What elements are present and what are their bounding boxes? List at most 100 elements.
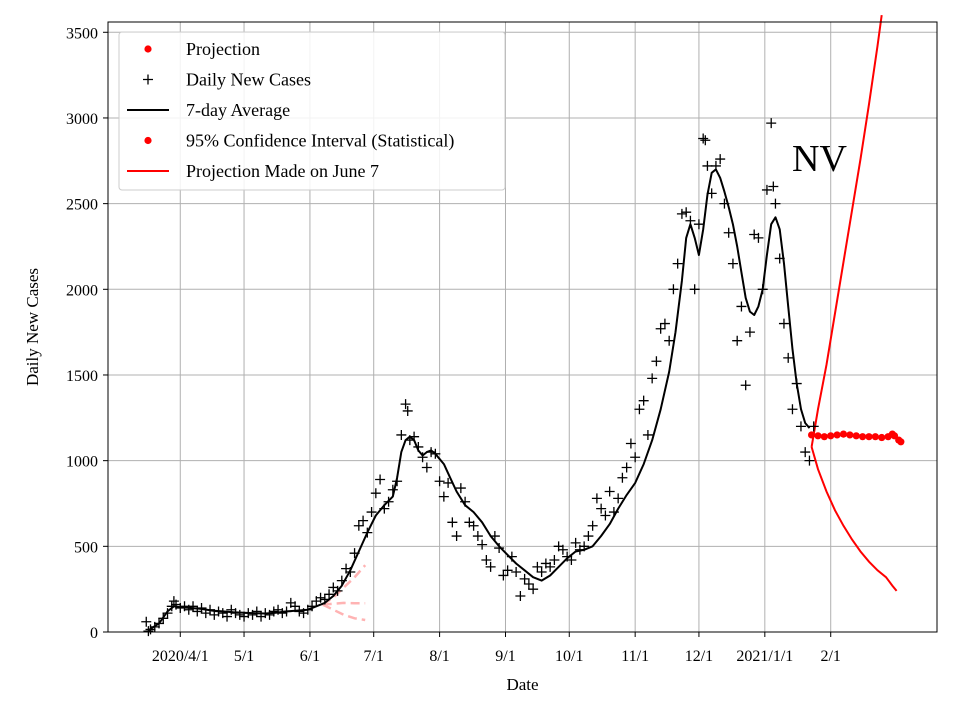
daily-case-point	[523, 579, 534, 590]
daily-case-point	[383, 496, 394, 507]
daily-case-point	[579, 541, 590, 552]
legend-label: 7-day Average	[186, 100, 290, 120]
daily-case-point	[166, 601, 177, 612]
daily-case-point	[768, 181, 779, 192]
legend-box	[118, 31, 506, 191]
daily-case-point	[234, 609, 245, 620]
daily-case-point	[532, 561, 543, 572]
daily-case-point	[332, 585, 343, 596]
daily-case-point	[290, 601, 301, 612]
daily-case-point	[617, 472, 628, 483]
daily-case-point	[362, 527, 373, 538]
daily-case-point	[158, 613, 169, 624]
daily-case-point	[409, 431, 420, 442]
x-tick-label: 11/1	[621, 648, 649, 665]
daily-case-point	[630, 452, 641, 463]
projection-point	[865, 433, 873, 441]
daily-case-point	[472, 531, 483, 542]
daily-case-point	[791, 378, 802, 389]
daily-case-point	[426, 447, 437, 458]
daily-case-point	[447, 517, 458, 528]
legend-entry: Projection	[144, 39, 260, 59]
legend-entry: 95% Confidence Interval (Statistical)	[144, 131, 454, 152]
daily-case-point	[659, 318, 670, 329]
daily-case-point	[402, 405, 413, 416]
daily-case-point	[613, 493, 624, 504]
daily-case-point	[545, 561, 556, 572]
daily-case-point	[353, 520, 364, 531]
daily-case-point	[141, 616, 152, 627]
daily-case-point	[727, 258, 738, 269]
y-tick-label: 500	[74, 539, 98, 556]
daily-case-point	[698, 133, 709, 144]
daily-case-point	[468, 520, 479, 531]
daily-case-point	[485, 561, 496, 572]
daily-case-point	[706, 188, 717, 199]
daily-case-point	[260, 608, 271, 619]
daily-case-point	[732, 335, 743, 346]
daily-case-point	[800, 447, 811, 458]
daily-case-point	[647, 373, 658, 384]
daily-case-point	[587, 520, 598, 531]
daily-case-point	[502, 565, 513, 576]
daily-case-point	[251, 606, 262, 617]
daily-case-point	[213, 606, 224, 617]
daily-case-point	[315, 592, 326, 603]
daily-case-point	[557, 544, 568, 555]
legend-plus-icon	[143, 74, 153, 85]
daily-case-point	[243, 608, 254, 619]
daily-case-point	[396, 429, 407, 440]
daily-case-point	[277, 608, 288, 619]
daily-case-point	[715, 154, 726, 165]
daily-case-point	[700, 135, 711, 146]
axis-ticks: 2020/4/1 5/1 6/1 7/1 8/1 9/1 10/1 11/1 12/1 2021/…	[66, 25, 841, 665]
daily-case-point	[549, 555, 560, 566]
daily-case-point	[417, 452, 428, 463]
x-tick-label: 2021/1/1	[736, 648, 793, 665]
y-tick-label: 1000	[66, 454, 98, 471]
daily-case-point	[664, 335, 675, 346]
state-label: NV	[792, 138, 847, 180]
daily-case-point	[358, 515, 369, 526]
daily-case-point	[770, 198, 781, 209]
daily-case-point	[387, 484, 398, 495]
daily-case-point	[336, 575, 347, 586]
daily-case-point	[460, 496, 471, 507]
daily-case-point	[307, 601, 318, 612]
daily-case-point	[434, 476, 445, 487]
daily-case-point	[778, 318, 789, 329]
daily-case-point	[795, 421, 806, 432]
projection-point	[871, 433, 879, 441]
daily-case-point	[655, 323, 666, 334]
projection-point	[839, 430, 848, 438]
daily-case-point	[481, 555, 492, 566]
daily-case-point	[319, 594, 330, 605]
y-tick-label: 0	[90, 625, 98, 642]
confidence-interval	[810, 14, 898, 592]
daily-case-point	[345, 567, 356, 578]
daily-case-point	[451, 531, 462, 542]
daily-case-point	[744, 327, 755, 338]
daily-case-point	[604, 486, 615, 497]
daily-case-point	[143, 626, 154, 637]
daily-case-point	[349, 548, 360, 559]
daily-case-point	[515, 591, 526, 602]
daily-case-point	[379, 503, 390, 514]
daily-case-point	[162, 608, 173, 619]
confidence-upper-line	[810, 14, 883, 448]
projection-point	[807, 431, 816, 439]
daily-case-point	[324, 589, 335, 600]
plot-frame	[107, 21, 938, 633]
daily-case-point	[188, 601, 199, 612]
daily-case-point	[808, 421, 819, 432]
daily-case-point	[268, 606, 279, 617]
daily-case-point	[583, 531, 594, 542]
projection-point	[878, 433, 886, 442]
daily-case-point	[787, 404, 798, 415]
daily-case-point	[519, 573, 530, 584]
daily-case-point	[528, 584, 539, 595]
daily-case-point	[642, 429, 653, 440]
daily-case-point	[392, 476, 403, 487]
daily-case-point	[438, 491, 449, 502]
legend-label: Projection	[186, 39, 260, 59]
